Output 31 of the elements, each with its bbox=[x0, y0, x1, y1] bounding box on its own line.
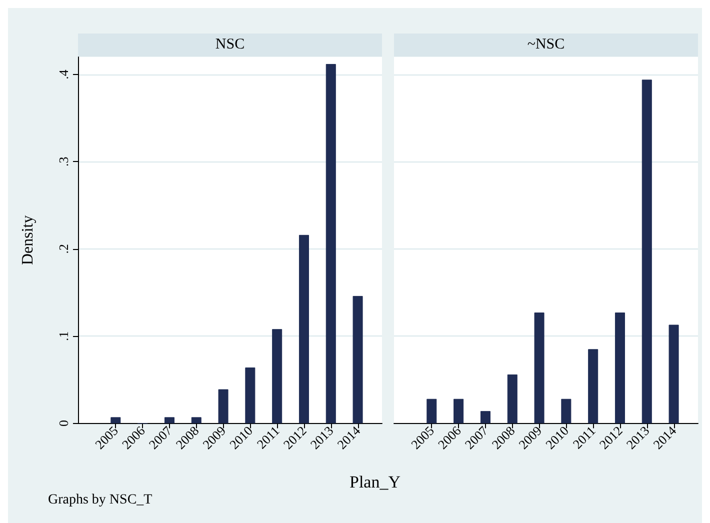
bar bbox=[668, 324, 679, 424]
y-tick-label: .1 bbox=[56, 331, 71, 341]
bar bbox=[110, 417, 121, 424]
bar bbox=[588, 349, 598, 424]
x-axis-title: Plan_Y bbox=[350, 472, 400, 492]
y-tick-label: .2 bbox=[56, 244, 71, 254]
y-tick-label: .3 bbox=[56, 156, 71, 167]
bar bbox=[218, 389, 228, 424]
bar bbox=[164, 417, 174, 424]
bar bbox=[191, 417, 202, 424]
y-axis-title: Density bbox=[20, 215, 36, 266]
text: Graphs by NSC_T bbox=[48, 492, 153, 508]
y-tick-label: 0 bbox=[56, 420, 71, 427]
bar bbox=[272, 329, 282, 424]
bar bbox=[326, 64, 336, 424]
bar bbox=[534, 312, 544, 424]
bar bbox=[507, 374, 518, 424]
y-tick-label: .4 bbox=[56, 69, 71, 80]
bar bbox=[614, 312, 625, 424]
bar bbox=[298, 234, 309, 424]
bar bbox=[642, 80, 652, 424]
x-tick-label: 2011 bbox=[570, 422, 598, 452]
x-tick-label: 2011 bbox=[254, 422, 282, 452]
bar bbox=[454, 398, 464, 424]
bar bbox=[480, 411, 490, 424]
chart-title: NSC bbox=[215, 36, 245, 52]
bar bbox=[561, 398, 572, 424]
bar bbox=[352, 296, 363, 424]
bar bbox=[426, 398, 437, 424]
chart-title: ~NSC bbox=[527, 36, 565, 52]
bar bbox=[245, 367, 256, 424]
